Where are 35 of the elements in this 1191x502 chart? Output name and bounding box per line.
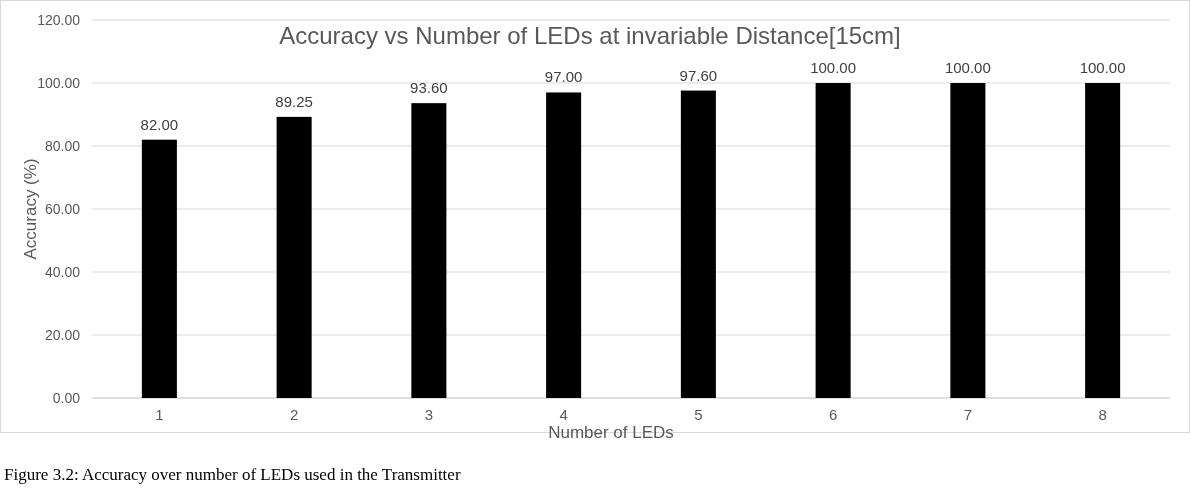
bar [276,116,312,398]
data-label: 82.00 [140,115,179,133]
x-tick-label: 3 [424,406,434,423]
data-label: 100.00 [1079,59,1126,76]
x-tick-label: 6 [828,406,838,423]
y-tick-label: 120.00 [37,11,81,28]
y-axis-title: Accuracy (%) [21,158,40,260]
y-tick-label: 60.00 [44,200,81,217]
data-label: 97.60 [679,66,718,84]
x-tick-label: 5 [694,406,703,423]
x-tick-label: 1 [155,406,164,423]
y-tick-label: 20.00 [44,326,81,343]
x-tick-label: 4 [559,406,568,423]
chart-title: Accuracy vs Number of LEDs at invariable Distance[15cm] [279,22,901,49]
bar [411,103,447,398]
bar [950,83,986,398]
data-label: 100.00 [810,59,857,76]
y-tick-label: 0.00 [52,389,81,406]
data-label: 89.25 [275,92,313,110]
bar [141,139,177,398]
data-label: 100.00 [944,59,991,76]
x-tick-label: 2 [289,406,299,423]
data-label: 97.00 [544,68,583,86]
bar [815,83,851,398]
data-label: 93.60 [410,79,448,97]
x-tick-label: 8 [1098,406,1107,423]
bar [680,90,716,398]
x-axis-title: Number of LEDs [548,423,674,442]
caption: Figure 3.2: Accuracy over number of LEDs used in the Transmitter [4,465,461,484]
y-tick-label: 40.00 [44,263,81,280]
y-tick-label: 100.00 [37,74,81,91]
x-tick-label: 7 [963,406,973,423]
bar [1085,83,1121,398]
y-tick-label: 80.00 [44,137,81,154]
bar [546,92,582,398]
